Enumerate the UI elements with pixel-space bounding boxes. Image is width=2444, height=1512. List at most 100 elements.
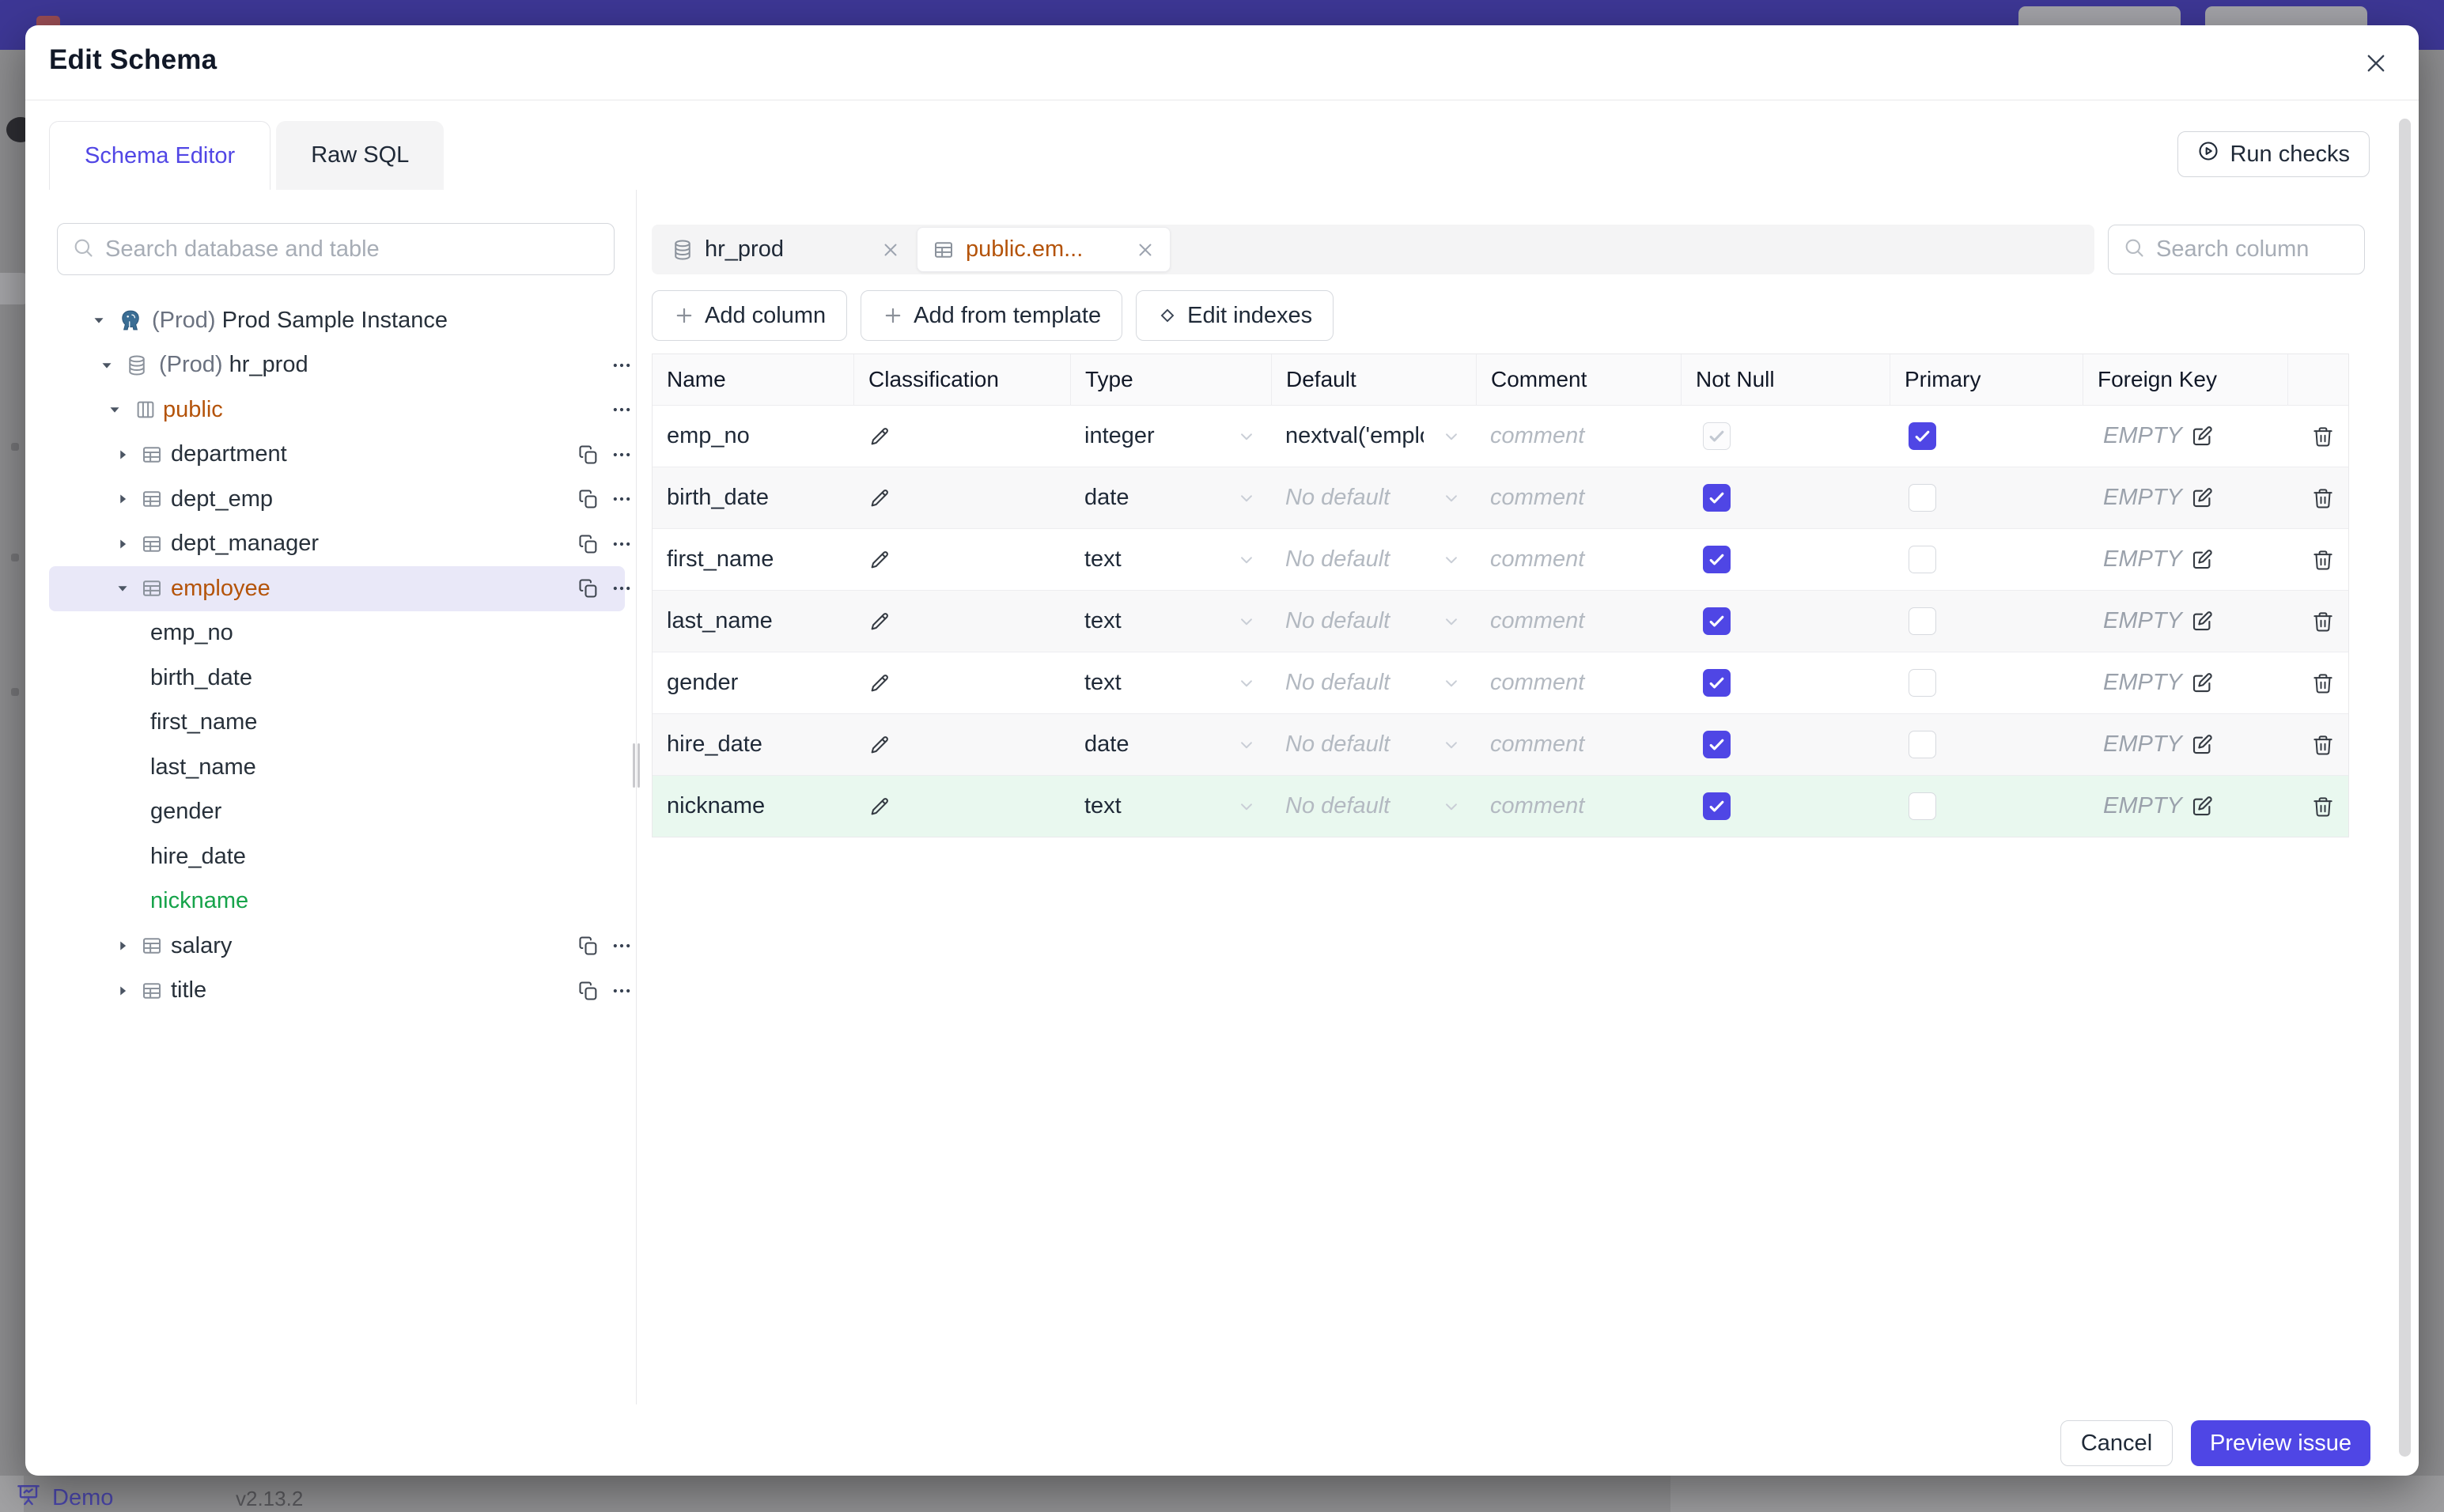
not-null-checkbox[interactable]: [1703, 792, 1731, 820]
primary-checkbox[interactable]: [1909, 731, 1936, 758]
chevron-down-icon[interactable]: [1441, 550, 1462, 570]
chevron-down-icon[interactable]: [1236, 488, 1257, 508]
column-search-input[interactable]: [2156, 236, 2350, 263]
column-name[interactable]: first_name: [667, 546, 774, 572]
caret-right-icon[interactable]: [114, 490, 131, 508]
pencil-icon[interactable]: [868, 486, 891, 510]
edit-indexes-button[interactable]: Edit indexes: [1136, 290, 1334, 341]
column-name[interactable]: birth_date: [667, 485, 769, 510]
ellipsis-icon[interactable]: [611, 488, 633, 510]
default-select[interactable]: No default: [1271, 529, 1476, 590]
caret-down-icon[interactable]: [114, 580, 131, 597]
chevron-down-icon[interactable]: [1441, 488, 1462, 508]
column-name[interactable]: nickname: [667, 793, 766, 818]
type-select[interactable]: text: [1070, 776, 1271, 837]
cancel-button[interactable]: Cancel: [2060, 1420, 2173, 1466]
chevron-down-icon[interactable]: [1441, 426, 1462, 447]
caret-down-icon[interactable]: [106, 401, 123, 418]
caret-right-icon[interactable]: [114, 982, 131, 1000]
primary-checkbox[interactable]: [1909, 792, 1936, 820]
preview-issue-button[interactable]: Preview issue: [2191, 1420, 2370, 1466]
not-null-checkbox[interactable]: [1703, 607, 1731, 635]
not-null-checkbox[interactable]: [1703, 546, 1731, 573]
database-search[interactable]: [57, 223, 615, 275]
ellipsis-icon[interactable]: [611, 399, 633, 421]
edit-square-icon[interactable]: [2190, 733, 2214, 757]
tree-item-last_name[interactable]: last_name: [49, 745, 625, 790]
trash-icon[interactable]: [2311, 795, 2335, 818]
not-null-checkbox[interactable]: [1703, 731, 1731, 758]
comment-input[interactable]: comment: [1476, 467, 1681, 528]
tree-item-hr_prod[interactable]: (Prod) hr_prod: [49, 343, 630, 388]
comment-input[interactable]: comment: [1476, 406, 1681, 467]
close-tab-icon[interactable]: [880, 240, 901, 260]
chevron-down-icon[interactable]: [1441, 673, 1462, 694]
copy-icon[interactable]: [577, 577, 600, 599]
column-name[interactable]: emp_no: [667, 423, 750, 448]
caret-down-icon[interactable]: [98, 357, 115, 374]
comment-input[interactable]: comment: [1476, 776, 1681, 837]
comment-input[interactable]: comment: [1476, 714, 1681, 775]
primary-checkbox[interactable]: [1909, 669, 1936, 697]
pencil-icon[interactable]: [868, 425, 891, 448]
copy-icon[interactable]: [577, 980, 600, 1002]
chevron-down-icon[interactable]: [1236, 426, 1257, 447]
ellipsis-icon[interactable]: [611, 444, 633, 466]
caret-right-icon[interactable]: [114, 937, 131, 954]
chevron-down-icon[interactable]: [1441, 796, 1462, 817]
chevron-down-icon[interactable]: [1441, 611, 1462, 632]
ellipsis-icon[interactable]: [611, 577, 633, 599]
default-select[interactable]: No default: [1271, 652, 1476, 713]
tree-item-dept_emp[interactable]: dept_emp: [49, 477, 630, 522]
not-null-checkbox[interactable]: [1703, 484, 1731, 512]
ellipsis-icon[interactable]: [611, 935, 633, 957]
default-select[interactable]: nextval('employ: [1271, 406, 1476, 467]
tree-item-title[interactable]: title: [49, 969, 630, 1014]
column-search[interactable]: [2108, 225, 2365, 274]
tab-schema-editor[interactable]: Schema Editor: [49, 121, 271, 190]
type-select[interactable]: text: [1070, 529, 1271, 590]
trash-icon[interactable]: [2311, 671, 2335, 695]
tree-item-emp_no[interactable]: emp_no: [49, 611, 625, 656]
trash-icon[interactable]: [2311, 425, 2335, 448]
tree-item-nickname[interactable]: nickname: [49, 879, 625, 924]
copy-icon[interactable]: [577, 935, 600, 957]
default-select[interactable]: No default: [1271, 467, 1476, 528]
editor-tab-public-em-[interactable]: public.em...: [917, 227, 1171, 272]
edit-square-icon[interactable]: [2190, 795, 2214, 818]
edit-square-icon[interactable]: [2190, 425, 2214, 448]
type-select[interactable]: text: [1070, 652, 1271, 713]
pencil-icon[interactable]: [868, 671, 891, 695]
chevron-down-icon[interactable]: [1441, 735, 1462, 755]
tree-item-birth_date[interactable]: birth_date: [49, 656, 625, 701]
ellipsis-icon[interactable]: [611, 354, 633, 376]
primary-checkbox[interactable]: [1909, 546, 1936, 573]
close-tab-icon[interactable]: [1135, 240, 1156, 260]
column-name[interactable]: last_name: [667, 608, 773, 633]
chevron-down-icon[interactable]: [1236, 735, 1257, 755]
modal-scrollbar[interactable]: [2399, 119, 2411, 1457]
pencil-icon[interactable]: [868, 548, 891, 572]
copy-icon[interactable]: [577, 533, 600, 555]
caret-right-icon[interactable]: [114, 446, 131, 463]
edit-square-icon[interactable]: [2190, 671, 2214, 695]
pencil-icon[interactable]: [868, 733, 891, 757]
primary-checkbox[interactable]: [1909, 607, 1936, 635]
tree-item-first_name[interactable]: first_name: [49, 701, 625, 746]
trash-icon[interactable]: [2311, 486, 2335, 510]
type-select[interactable]: date: [1070, 467, 1271, 528]
edit-square-icon[interactable]: [2190, 610, 2214, 633]
tree-item-employee[interactable]: employee: [49, 566, 630, 611]
tree-item-salary[interactable]: salary: [49, 924, 630, 969]
type-select[interactable]: text: [1070, 591, 1271, 652]
not-null-checkbox[interactable]: [1703, 669, 1731, 697]
tree-item-hire_date[interactable]: hire_date: [49, 834, 625, 879]
comment-input[interactable]: comment: [1476, 529, 1681, 590]
column-name[interactable]: gender: [667, 670, 739, 695]
database-search-input[interactable]: [105, 236, 600, 263]
add-column-button[interactable]: Add column: [652, 290, 848, 341]
comment-input[interactable]: comment: [1476, 591, 1681, 652]
panel-resize-handle[interactable]: [631, 743, 641, 788]
default-select[interactable]: No default: [1271, 591, 1476, 652]
tree-item-public[interactable]: public: [49, 387, 630, 433]
